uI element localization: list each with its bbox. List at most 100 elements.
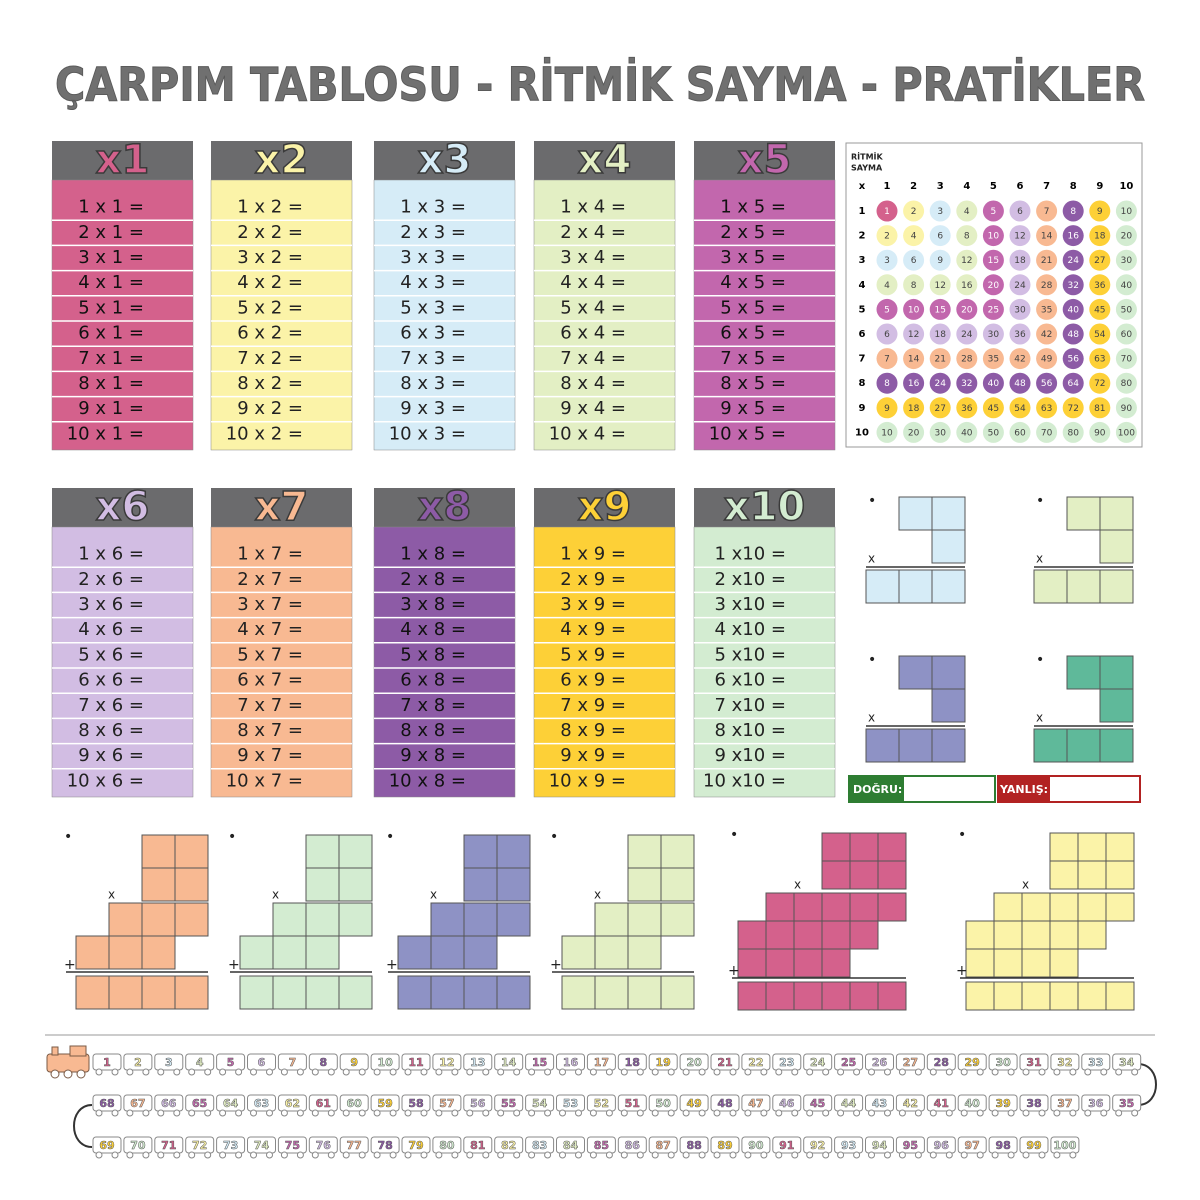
train-wheel [1038,1151,1046,1159]
rhythm-cell [1089,249,1111,271]
table-row: 8 x 7 = [237,720,303,741]
train-car [247,1094,276,1112]
train-wheel [389,1109,397,1117]
rhythm-cell [956,249,978,271]
train-car [556,1053,585,1071]
rhythm-cell [982,249,1004,271]
rhythm-cell [1089,323,1111,345]
rhythm-cell [956,372,978,394]
practice-symbol: x [1036,711,1043,725]
practice-cell [463,975,498,1010]
table-row: 5 x 5 = [720,297,786,318]
train-wheel [420,1109,428,1117]
practice-cell [793,920,823,950]
train-car [370,1094,400,1112]
train-wheel [775,1109,783,1117]
table-row: 4 x 7 = [237,619,303,640]
train-wheel [1038,1109,1046,1117]
practice-cell [305,935,340,970]
practice-cell [627,902,662,937]
train-car [308,1053,338,1071]
train-wheel [235,1109,243,1117]
train-wheel [342,1068,350,1076]
train-number: 89 [717,1139,732,1152]
practice-cell [1099,728,1134,763]
train-wheel [605,1068,613,1076]
train-wheel [404,1068,412,1076]
rhythm-value: 35 [1041,305,1052,315]
train-wheel [729,1151,737,1159]
rhythm-cell [876,372,898,394]
rhythm-value: 6 [911,256,917,266]
practice-cell [174,975,209,1010]
rhythm-value: 35 [988,355,999,365]
train-wheel [682,1109,690,1117]
train-car [617,1136,647,1154]
train-wheel [451,1151,459,1159]
train-car [926,1094,956,1112]
table-row: 9 x 6 = [78,745,144,766]
rhythm-cell [1089,421,1111,443]
practice-cell [793,981,823,1011]
train-number: 63 [254,1097,269,1110]
rhythm-row-header: 3 [859,255,866,266]
rhythm-value: 50 [1121,305,1133,315]
train-wheel [945,1109,953,1117]
train-wheel [605,1109,613,1117]
train-wheel [806,1068,814,1076]
train-wheel [173,1068,181,1076]
rhythm-cell [1036,249,1058,271]
train-car [895,1094,925,1112]
practice-cell [993,948,1023,978]
train-wheel [651,1151,659,1159]
table-row: 7 x 7 = [237,695,303,716]
train-number: 7 [289,1056,297,1069]
rhythm-cell [1009,225,1031,247]
practice-cell [1105,832,1135,862]
train-number: 85 [594,1139,609,1152]
wrong-label-bg [997,775,1049,803]
rhythm-cell [1062,397,1084,419]
table-row: 10 x 6 = [67,770,144,791]
train-car [1081,1053,1111,1071]
train-wheel [806,1109,814,1117]
train-car [525,1053,555,1071]
rhythm-value: 56 [1041,379,1053,389]
train-wheel [497,1151,505,1159]
train-wheel [111,1151,119,1159]
train-car [741,1053,771,1071]
practice-cell [821,892,851,922]
rhythm-value: 10 [988,232,1000,242]
practice-cell [430,975,465,1010]
train-wheel [760,1151,768,1159]
rhythm-cell [876,225,898,247]
wrong-input [1048,775,1141,803]
train-wheel [837,1068,845,1076]
train-wheel [188,1068,196,1076]
table-header: x5 [738,137,792,183]
practice-cell [821,860,851,890]
rhythm-cell [929,274,951,296]
train-number: 64 [223,1097,239,1110]
train-car [834,1053,864,1071]
table-row: 9 x 8 = [400,745,466,766]
rhythm-value: 40 [1067,305,1079,315]
train-wheel [342,1109,350,1117]
table-header: x6 [96,484,150,530]
train-car [185,1136,215,1154]
train-wheel [651,1109,659,1117]
train-number: 19 [656,1056,671,1069]
rhythm-cell [1009,274,1031,296]
table-row: 8 x 3 = [400,373,466,394]
practice-cell [108,902,143,937]
table-row: 2 x 1 = [78,222,144,243]
table-row: 7 x 3 = [400,348,466,369]
table-row: 10 x 5 = [709,423,786,444]
rhythm-value: 36 [1094,281,1106,291]
train-number: 31 [1026,1056,1041,1069]
train-wheel [373,1151,381,1159]
train-wheel [976,1109,984,1117]
practice-cell [239,975,274,1010]
rhythm-value: 36 [1014,330,1026,340]
train-wheel [95,1109,103,1117]
